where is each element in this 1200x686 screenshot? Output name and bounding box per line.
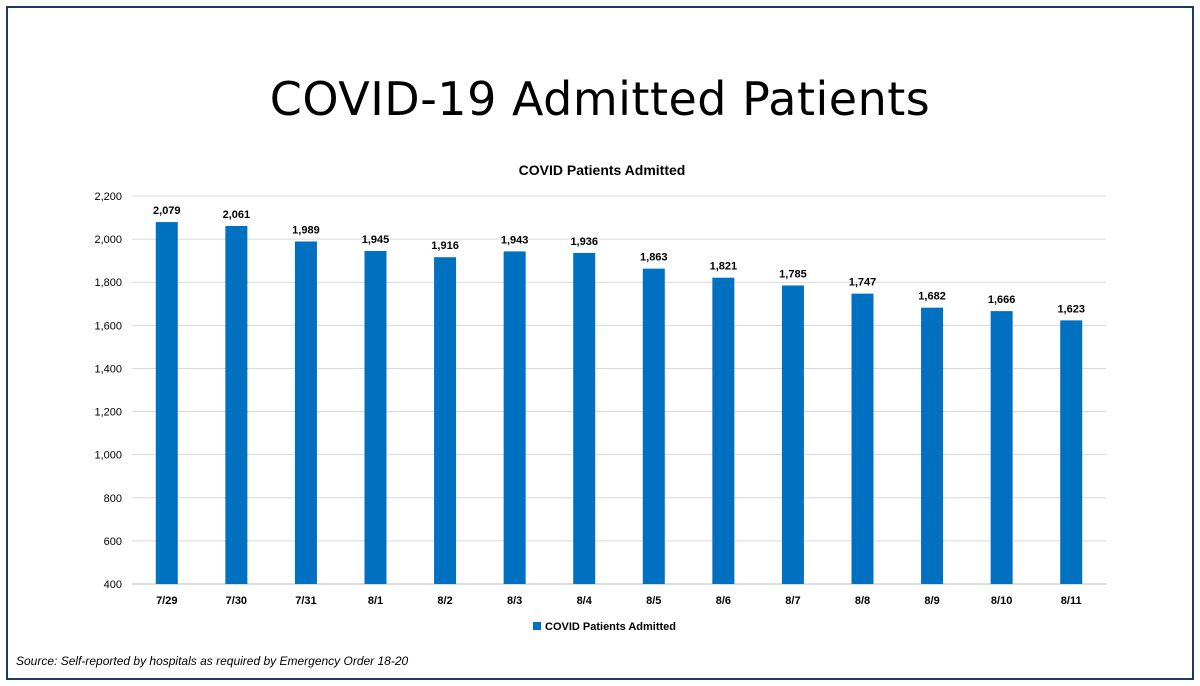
x-tick-label: 8/10 xyxy=(991,595,1012,607)
data-label: 2,061 xyxy=(223,209,251,221)
x-tick-label: 8/11 xyxy=(1061,595,1082,607)
x-tick-label: 8/5 xyxy=(646,595,661,607)
legend-swatch xyxy=(533,622,541,630)
bar xyxy=(294,241,317,584)
x-tick-label: 8/7 xyxy=(785,595,800,607)
bar xyxy=(851,293,874,584)
slide-title: COVID-19 Admitted Patients xyxy=(269,72,931,126)
bar xyxy=(503,251,526,585)
bar xyxy=(712,277,735,584)
data-label: 1,945 xyxy=(362,234,390,246)
bar xyxy=(642,268,665,584)
bar xyxy=(155,222,178,585)
bar xyxy=(434,257,457,584)
data-label: 1,682 xyxy=(918,291,946,303)
data-label: 1,821 xyxy=(710,261,738,273)
x-tick-label: 8/2 xyxy=(437,595,452,607)
chart-title: COVID Patients Admitted xyxy=(519,162,686,178)
source-note: Source: Self-reported by hospitals as re… xyxy=(16,654,409,668)
data-label: 1,623 xyxy=(1057,303,1085,315)
y-axis-ticks: 400 600 800 1,000 1,200 1,400 1,600 1,800 2,000 2… xyxy=(94,191,122,591)
bar xyxy=(990,311,1013,584)
data-label: 2,079 xyxy=(153,205,181,217)
data-label: 1,916 xyxy=(431,240,459,252)
x-tick-label: 7/30 xyxy=(226,595,247,607)
data-label: 1,989 xyxy=(292,224,320,236)
data-label: 1,666 xyxy=(988,294,1016,306)
x-tick-label: 7/31 xyxy=(295,595,316,607)
y-tick-label: 1,800 xyxy=(94,277,122,289)
y-tick-label: 2,000 xyxy=(94,234,122,246)
data-label: 1,785 xyxy=(779,268,807,280)
data-labels: 2,079 2,061 1,989 1,945 1,916 1,943 1,936 1,863… xyxy=(153,205,1085,315)
data-label: 1,936 xyxy=(570,236,598,248)
x-tick-label: 8/3 xyxy=(507,595,522,607)
y-tick-label: 1,000 xyxy=(94,450,122,462)
bar xyxy=(921,307,944,584)
y-tick-label: 2,200 xyxy=(94,191,122,203)
bar xyxy=(225,225,248,584)
y-tick-label: 1,400 xyxy=(94,363,122,375)
x-tick-label: 8/8 xyxy=(855,595,870,607)
x-tick-label: 8/4 xyxy=(577,595,593,607)
bar xyxy=(364,250,387,584)
y-tick-label: 1,600 xyxy=(94,320,122,332)
y-tick-label: 400 xyxy=(104,579,122,591)
data-label: 1,943 xyxy=(501,234,529,246)
y-tick-label: 800 xyxy=(104,493,122,505)
bar xyxy=(781,285,804,584)
gridlines xyxy=(132,195,1106,585)
data-label: 1,747 xyxy=(849,277,877,289)
legend: COVID Patients Admitted xyxy=(533,621,676,633)
x-tick-label: 7/29 xyxy=(156,595,177,607)
y-tick-label: 1,200 xyxy=(94,407,122,419)
legend-label: COVID Patients Admitted xyxy=(545,621,676,633)
bar xyxy=(1060,320,1083,584)
bars xyxy=(155,222,1083,585)
x-tick-label: 8/9 xyxy=(924,595,939,607)
bar xyxy=(573,252,596,584)
data-label: 1,863 xyxy=(640,252,668,264)
x-axis-ticks: 7/29 7/30 7/31 8/1 8/2 8/3 8/4 8/5 8/6 8/7 8/8 8/9 8… xyxy=(156,595,1082,607)
x-tick-label: 8/6 xyxy=(716,595,731,607)
y-tick-label: 600 xyxy=(104,536,122,548)
x-tick-label: 8/1 xyxy=(368,595,383,607)
